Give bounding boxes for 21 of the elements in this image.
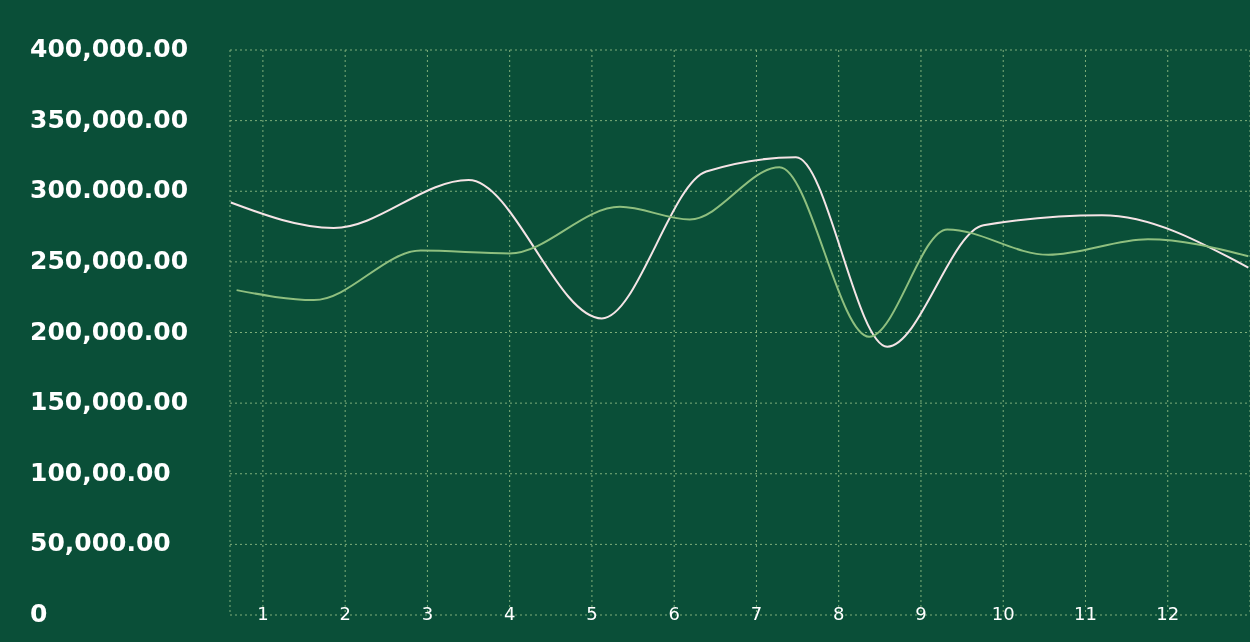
y-tick-label: 400,000.00 — [30, 34, 189, 63]
y-tick-label: 250,000.00 — [30, 245, 189, 275]
y-tick-label: 200,000.00 — [30, 316, 189, 346]
y-tick-label: 0 — [30, 599, 48, 628]
y-tick-label: 50,000.00 — [30, 528, 171, 558]
y-tick-label: 300.000.00 — [30, 175, 189, 205]
x-tick-label: 1 — [257, 603, 269, 624]
x-tick-label: 11 — [1074, 603, 1097, 624]
x-tick-label: 6 — [668, 603, 680, 624]
x-tick-label: 9 — [915, 603, 927, 624]
y-tick-label: 100,00.00 — [30, 457, 171, 487]
y-tick-label: 150,000.00 — [30, 387, 189, 417]
x-tick-label: 3 — [421, 603, 434, 624]
x-tick-label: 10 — [991, 603, 1015, 624]
y-tick-label: 350,000.00 — [30, 104, 189, 134]
x-tick-label: 12 — [1156, 603, 1180, 624]
x-tick-label: 4 — [503, 603, 516, 624]
x-tick-label: 8 — [832, 603, 845, 624]
x-tick-label: 5 — [586, 603, 598, 624]
x-tick-label: 7 — [750, 603, 763, 624]
x-tick-label: 2 — [339, 603, 351, 624]
